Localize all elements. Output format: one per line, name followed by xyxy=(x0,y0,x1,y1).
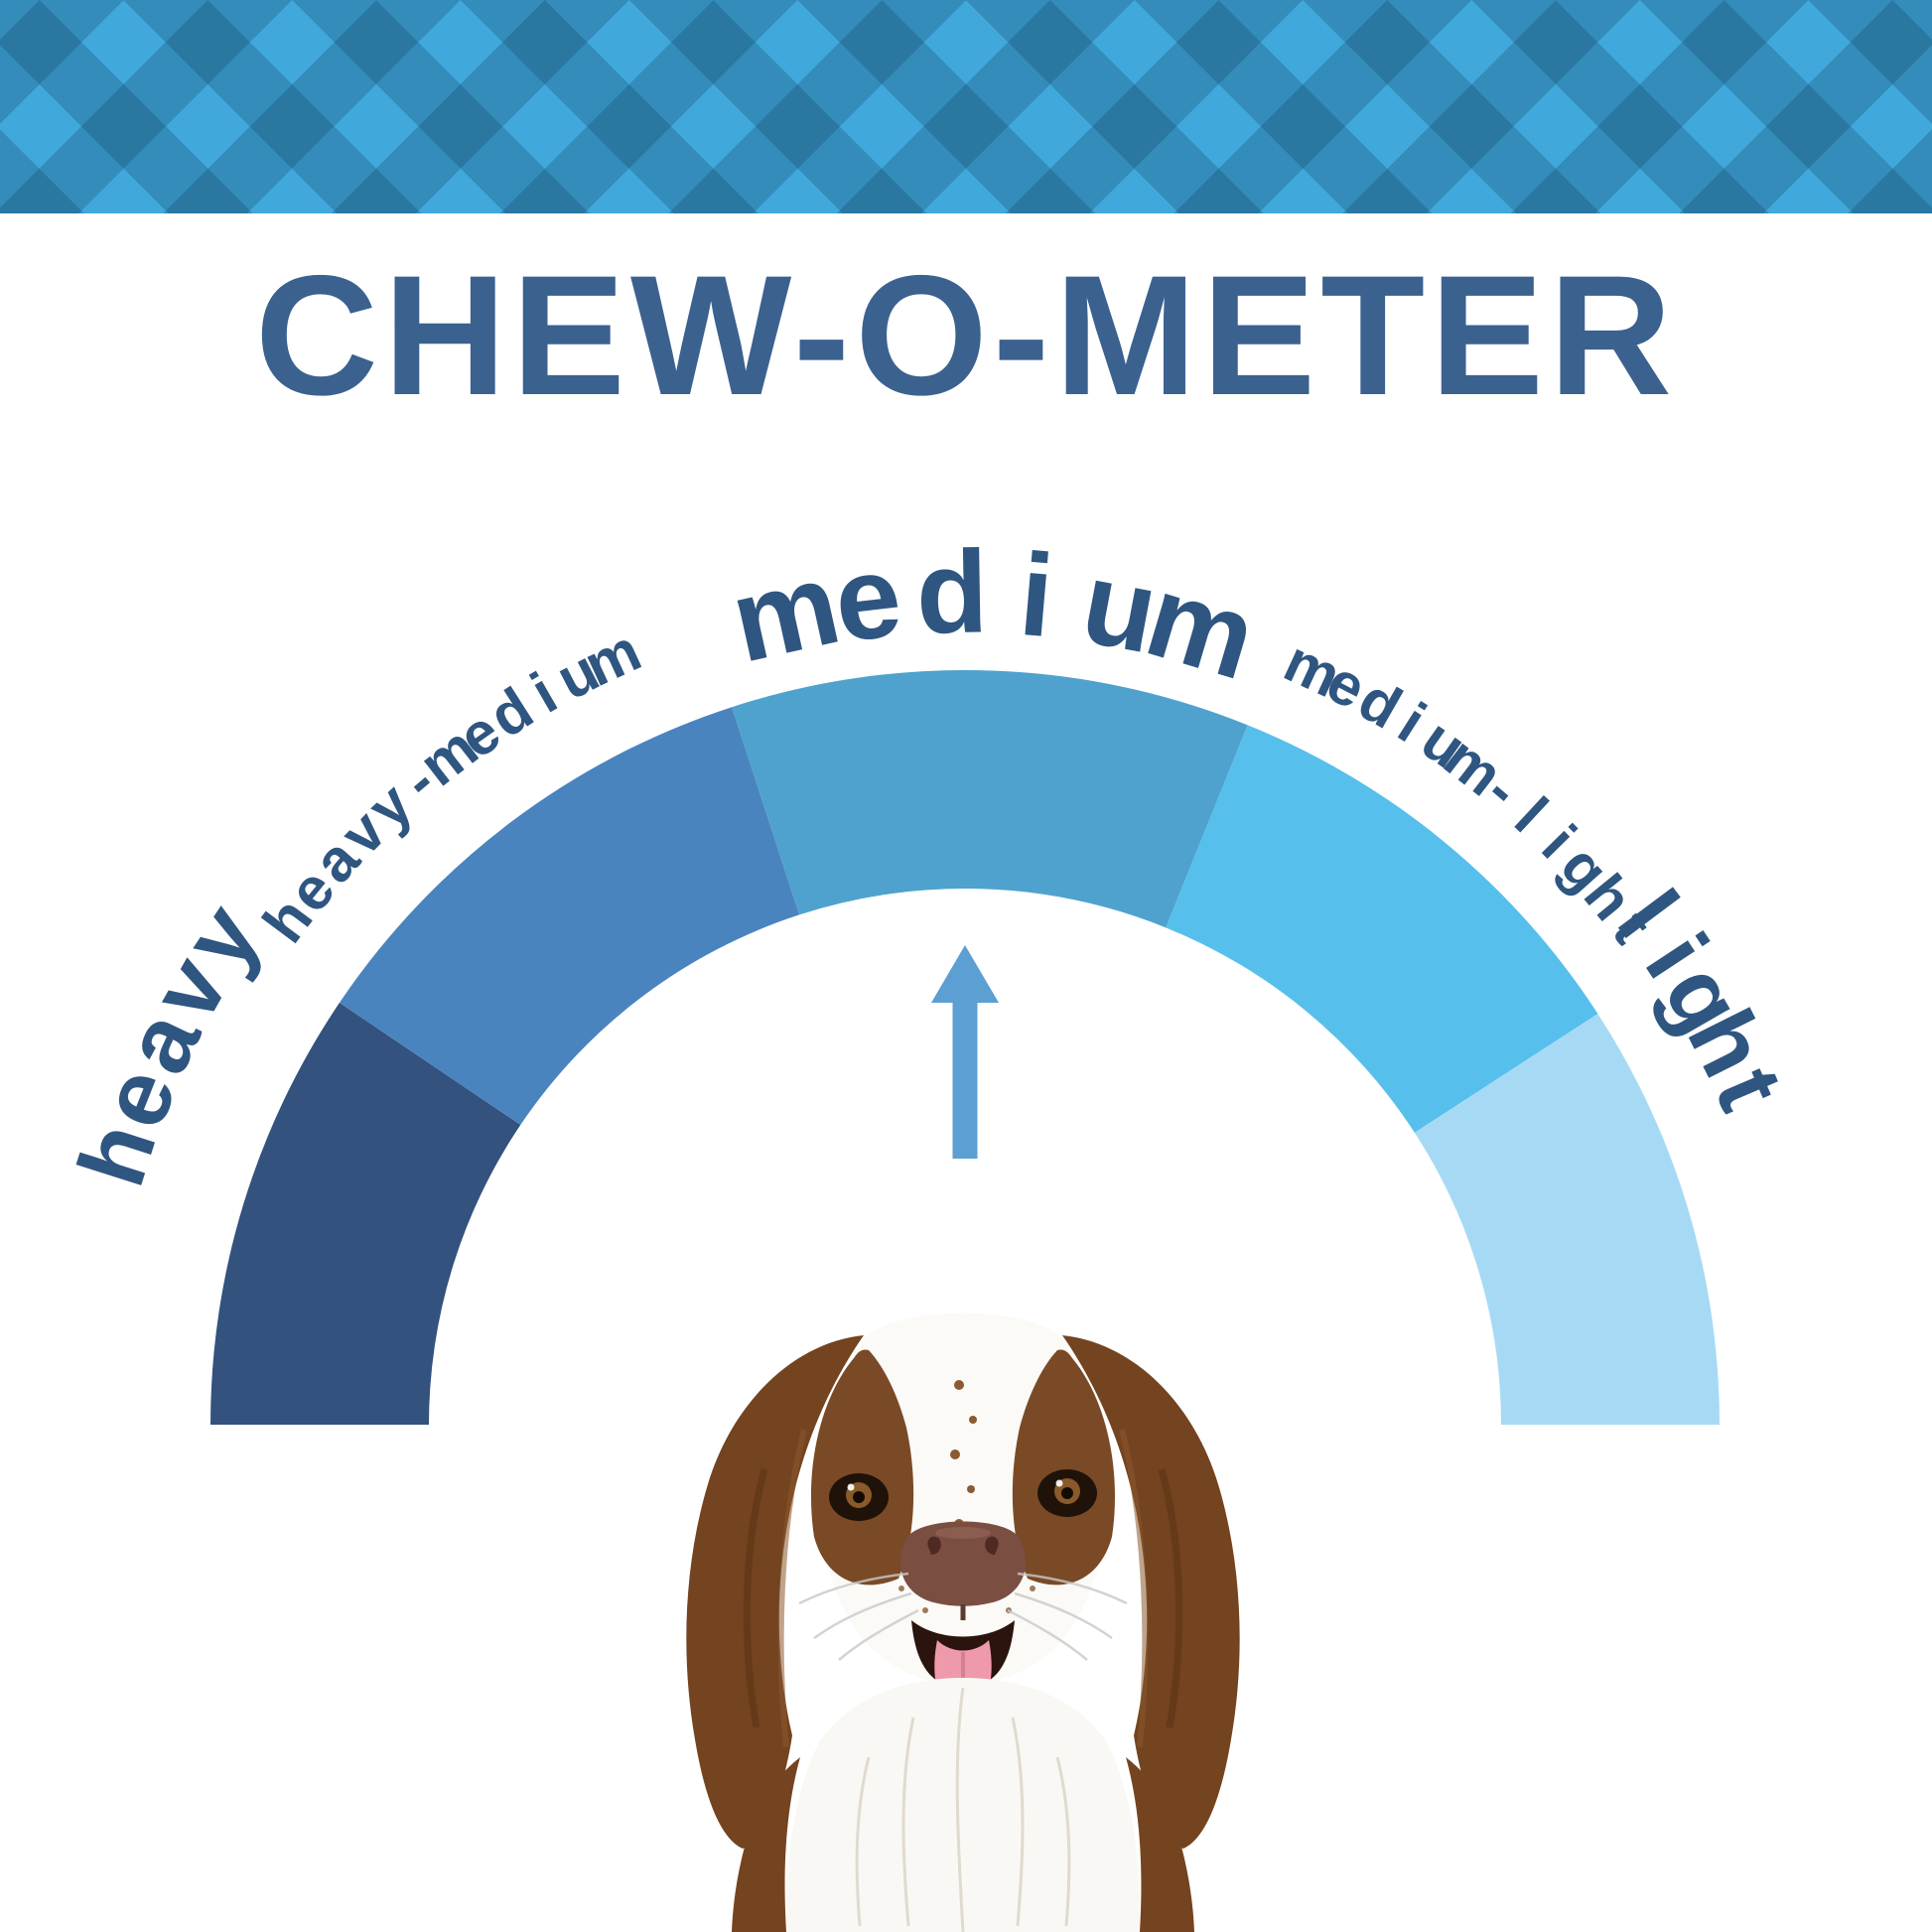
pointer-arrow-head xyxy=(931,945,999,1003)
dog-whiskers xyxy=(798,1572,1128,1661)
dog-chest xyxy=(785,1678,1141,1932)
dog-ear-right xyxy=(1062,1335,1240,1849)
dog-eye-patch-left xyxy=(810,1349,914,1586)
gauge-segment-heavy-medium xyxy=(339,707,800,1126)
page-title: CHEW-O-METER xyxy=(254,240,1678,431)
pointer-arrow-shaft xyxy=(952,998,978,1159)
dog-nostril-right xyxy=(985,1536,999,1555)
dog-ear-left xyxy=(686,1335,864,1849)
gingham-banner xyxy=(0,0,1932,213)
dog-illustration xyxy=(686,1312,1240,1932)
gauge-segments xyxy=(210,669,1720,1425)
dog-nostril-left xyxy=(927,1536,941,1555)
dog-shoulder-left xyxy=(732,1757,800,1932)
gauge-segment-heavy xyxy=(210,1003,521,1425)
gauge-pointer xyxy=(931,945,999,1159)
dog-chest-fur-lines xyxy=(855,1687,1071,1932)
dog-eye-left xyxy=(829,1473,889,1521)
gauge-segment-medium-light xyxy=(1166,725,1598,1133)
gauge-segment-light xyxy=(1414,1014,1720,1425)
gauge-segment-medium xyxy=(732,669,1248,928)
dog-eye-right xyxy=(1037,1469,1097,1517)
dog-shoulder-right xyxy=(1126,1757,1194,1932)
dog-eye-patch-right xyxy=(1012,1349,1116,1586)
